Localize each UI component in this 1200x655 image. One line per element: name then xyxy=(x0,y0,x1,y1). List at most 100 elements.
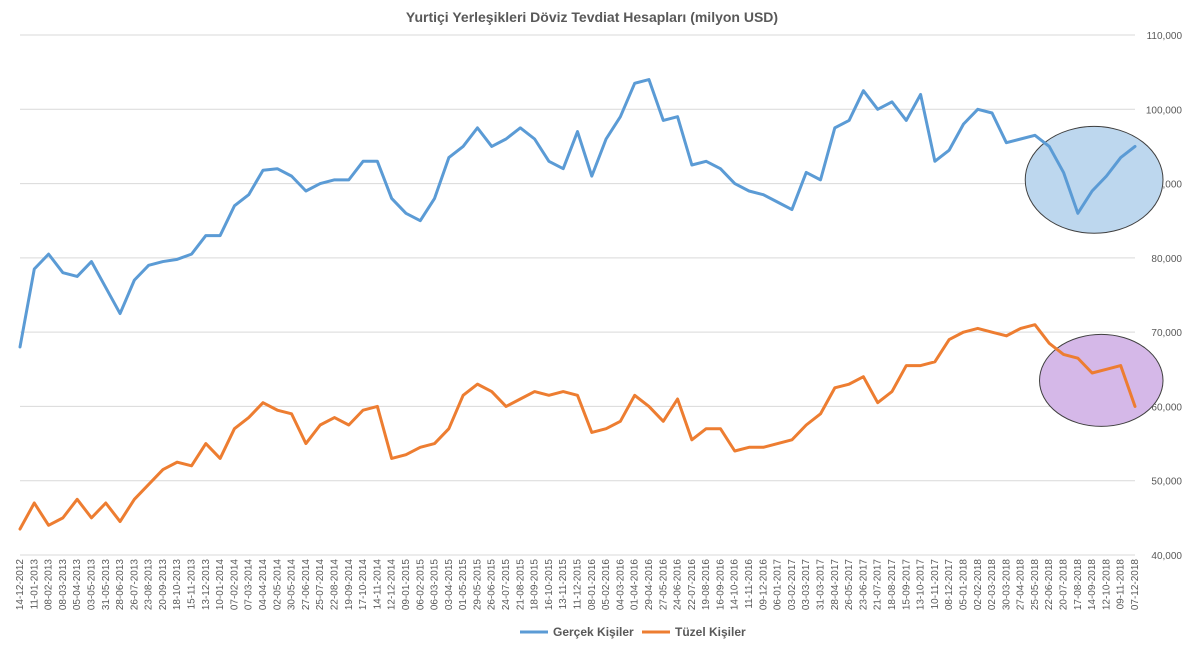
x-axis-ticks: 14-12-2012 11-01-2013 08-02-2013 08-03-2013… xyxy=(15,559,1141,611)
x-tick-label: 19-08-2016 xyxy=(701,559,712,611)
x-tick-label: 12-12-2014 xyxy=(387,559,398,611)
x-tick-label: 18-09-2015 xyxy=(530,559,541,611)
legend: Gerçek Kişiler Tüzel Kişiler xyxy=(520,625,746,639)
x-tick-label: 08-02-2013 xyxy=(44,559,55,611)
x-tick-label: 21-07-2017 xyxy=(873,559,884,611)
x-tick-label: 24-06-2016 xyxy=(673,559,684,611)
x-tick-label: 24-07-2015 xyxy=(501,559,512,611)
x-tick-label: 17-08-2018 xyxy=(1073,559,1084,611)
x-tick-label: 06-03-2015 xyxy=(430,559,441,611)
y-tick-label: 70,000 xyxy=(1151,328,1182,339)
x-tick-label: 25-05-2018 xyxy=(1030,559,1041,611)
x-tick-label: 23-08-2013 xyxy=(144,559,155,611)
x-tick-label: 28-06-2013 xyxy=(115,559,126,611)
x-tick-label: 08-03-2013 xyxy=(58,559,69,611)
x-tick-label: 14-10-2016 xyxy=(730,559,741,611)
x-tick-label: 02-05-2014 xyxy=(272,559,283,611)
x-tick-label: 10-01-2014 xyxy=(215,559,226,611)
x-tick-label: 26-06-2015 xyxy=(487,559,498,611)
series-line xyxy=(18,78,1137,349)
x-tick-label: 09-11-2018 xyxy=(1116,559,1127,610)
x-tick-label: 30-05-2014 xyxy=(287,559,298,611)
x-tick-label: 07-02-2014 xyxy=(229,559,240,611)
x-tick-label: 19-09-2014 xyxy=(344,559,355,611)
x-tick-label: 14-09-2018 xyxy=(1087,559,1098,611)
x-tick-label: 15-09-2017 xyxy=(901,559,912,611)
x-tick-label: 03-05-2013 xyxy=(86,559,97,611)
x-tick-label: 05-04-2013 xyxy=(72,559,83,611)
highlight-annotations xyxy=(1024,125,1164,427)
gridlines xyxy=(20,34,1135,556)
x-tick-label: 27-04-2018 xyxy=(1016,559,1027,611)
x-tick-label: 10-11-2017 xyxy=(930,559,941,610)
x-tick-label: 23-06-2017 xyxy=(858,559,869,611)
y-tick-label: 100,000 xyxy=(1146,105,1183,116)
highlight-ellipse xyxy=(1039,333,1164,427)
x-tick-label: 09-01-2015 xyxy=(401,559,412,611)
x-tick-label: 12-10-2018 xyxy=(1101,559,1112,611)
x-tick-label: 29-05-2015 xyxy=(472,559,483,611)
x-tick-label: 01-05-2015 xyxy=(458,559,469,611)
x-tick-label: 03-03-2017 xyxy=(801,559,812,611)
y-tick-label: 80,000 xyxy=(1151,254,1182,265)
x-tick-label: 13-11-2015 xyxy=(558,559,569,610)
x-tick-label: 25-07-2014 xyxy=(315,559,326,611)
x-tick-label: 20-09-2013 xyxy=(158,559,169,611)
x-tick-label: 14-12-2012 xyxy=(15,559,26,611)
x-tick-label: 06-02-2015 xyxy=(415,559,426,611)
x-tick-label: 18-08-2017 xyxy=(887,559,898,611)
chart-title: Yurtiçi Yerleşikleri Döviz Tevdiat Hesap… xyxy=(406,9,778,25)
legend-label: Tüzel Kişiler xyxy=(675,625,746,639)
x-tick-label: 07-03-2014 xyxy=(244,559,255,611)
x-tick-label: 30-03-2018 xyxy=(1001,559,1012,611)
x-tick-label: 02-03-2018 xyxy=(987,559,998,611)
x-tick-label: 16-10-2015 xyxy=(544,559,555,611)
x-tick-label: 22-06-2018 xyxy=(1044,559,1055,611)
x-tick-label: 05-02-2016 xyxy=(601,559,612,611)
x-tick-label: 08-01-2016 xyxy=(587,559,598,611)
x-tick-label: 31-03-2017 xyxy=(816,559,827,611)
x-tick-label: 11-11-2016 xyxy=(744,559,755,609)
x-tick-label: 04-04-2014 xyxy=(258,559,269,611)
series-lines xyxy=(18,78,1137,531)
x-tick-label: 04-03-2016 xyxy=(615,559,626,611)
y-tick-label: 90,000 xyxy=(1151,180,1182,191)
x-tick-label: 17-10-2014 xyxy=(358,559,369,611)
x-tick-label: 01-04-2016 xyxy=(630,559,641,611)
x-tick-label: 26-07-2013 xyxy=(129,559,140,611)
x-tick-label: 03-02-2017 xyxy=(787,559,798,611)
x-tick-label: 15-11-2013 xyxy=(187,559,198,610)
x-tick-label: 14-11-2014 xyxy=(372,559,383,610)
x-tick-label: 13-12-2013 xyxy=(201,559,212,611)
x-tick-label: 28-04-2017 xyxy=(830,559,841,611)
x-tick-label: 21-08-2015 xyxy=(515,559,526,611)
x-tick-label: 26-05-2017 xyxy=(844,559,855,611)
x-tick-label: 31-05-2013 xyxy=(101,559,112,611)
x-tick-label: 08-12-2017 xyxy=(944,559,955,611)
x-tick-label: 13-10-2017 xyxy=(916,559,927,611)
y-tick-label: 60,000 xyxy=(1151,402,1182,413)
x-tick-label: 18-10-2013 xyxy=(172,559,183,611)
series-line xyxy=(18,323,1137,531)
x-tick-label: 22-08-2014 xyxy=(329,559,340,611)
y-tick-label: 110,000 xyxy=(1147,31,1183,42)
x-tick-label: 06-01-2017 xyxy=(773,559,784,611)
x-tick-label: 11-12-2015 xyxy=(573,559,584,610)
legend-label: Gerçek Kişiler xyxy=(553,625,634,639)
x-tick-label: 02-02-2018 xyxy=(973,559,984,611)
x-tick-label: 09-12-2016 xyxy=(758,559,769,611)
x-tick-label: 03-04-2015 xyxy=(444,559,455,611)
x-tick-label: 22-07-2016 xyxy=(687,559,698,611)
x-tick-label: 20-07-2018 xyxy=(1059,559,1070,611)
x-tick-label: 16-09-2016 xyxy=(715,559,726,611)
x-tick-label: 27-06-2014 xyxy=(301,559,312,611)
x-tick-label: 07-12-2018 xyxy=(1130,559,1141,611)
y-tick-label: 50,000 xyxy=(1151,477,1182,488)
y-tick-label: 40,000 xyxy=(1151,551,1182,562)
x-tick-label: 05-01-2018 xyxy=(958,559,969,611)
y-axis-ticks: 40,000 50,000 60,000 70,000 80,000 90,000 100,… xyxy=(1146,31,1183,562)
x-tick-label: 27-05-2016 xyxy=(658,559,669,611)
x-tick-label: 11-01-2013 xyxy=(29,559,40,610)
